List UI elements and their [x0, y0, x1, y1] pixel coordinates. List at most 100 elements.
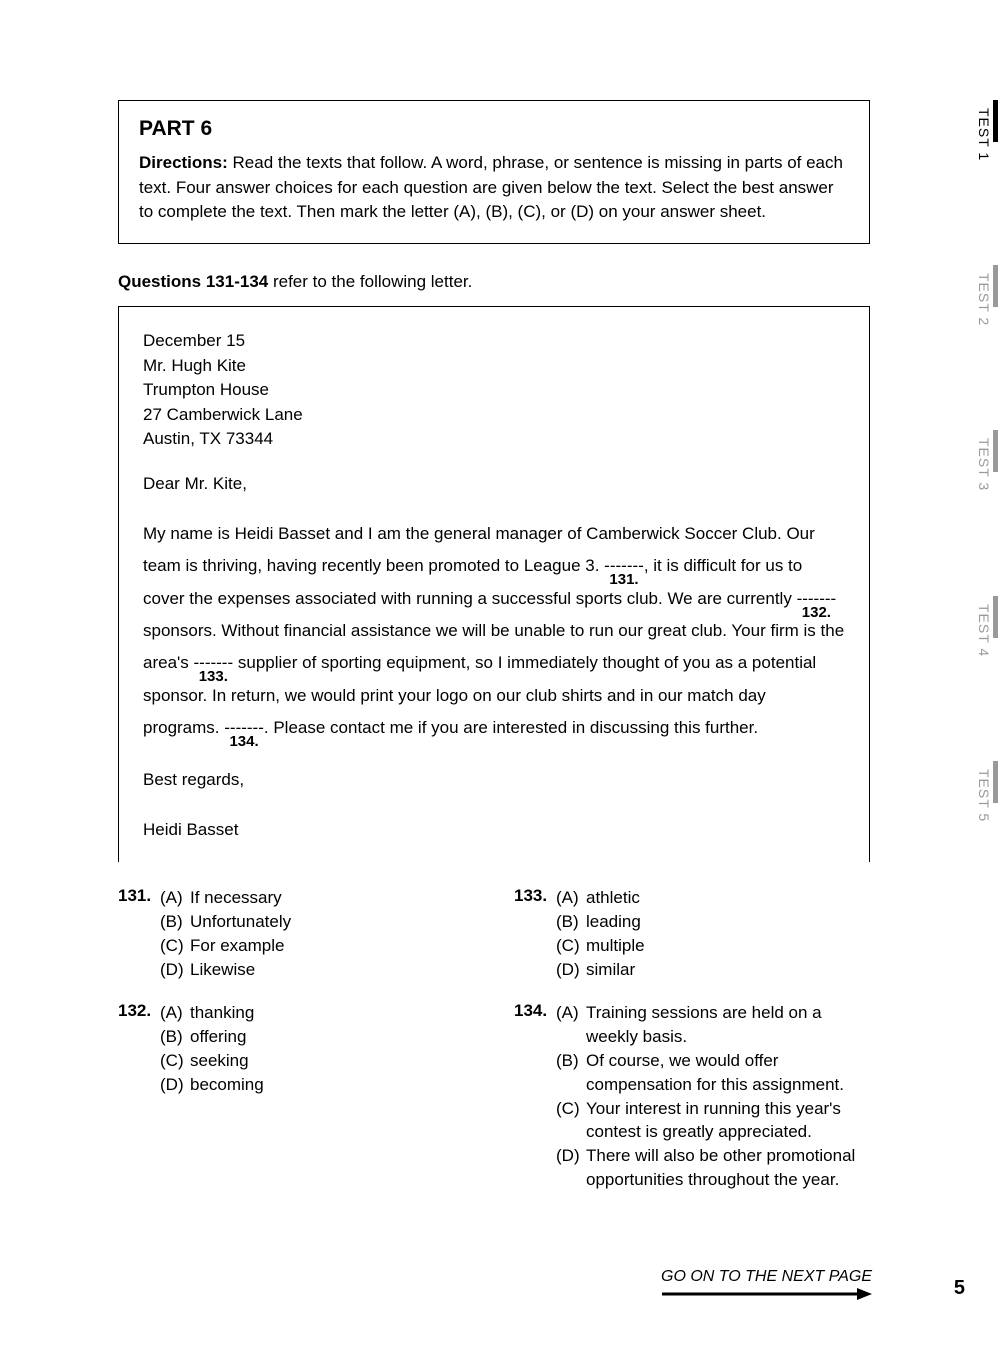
letter-date: December 15 [143, 329, 845, 354]
directions-box: PART 6 Directions: Read the texts that f… [118, 100, 870, 244]
choice-letter: (C) [160, 1049, 190, 1073]
choice-text: Of course, we would offer compensation f… [586, 1049, 870, 1097]
choice-letter: (D) [556, 958, 586, 982]
tab-bar-icon [993, 761, 998, 803]
choice-letter: (C) [160, 934, 190, 958]
q-num-131: 131. [118, 886, 160, 981]
letter-box: December 15 Mr. Hugh Kite Trumpton House… [118, 306, 870, 862]
choice-letter: (A) [160, 886, 190, 910]
tab-bar-icon [993, 596, 998, 638]
tab-test-1[interactable]: TEST 1 [972, 100, 996, 169]
choice-text: multiple [586, 934, 870, 958]
page-number: 5 [954, 1277, 965, 1300]
q-num-133: 133. [514, 886, 556, 981]
letter-house: Trumpton House [143, 378, 845, 403]
q-choices-134: (A)Training sessions are held on a weekl… [556, 1001, 870, 1191]
page-content: PART 6 Directions: Read the texts that f… [118, 100, 870, 1212]
choice-132-d[interactable]: (D)becoming [160, 1073, 474, 1097]
choice-text: There will also be other promotional opp… [586, 1144, 870, 1192]
tab-test-2[interactable]: TEST 2 [972, 265, 996, 334]
letter-body: My name is Heidi Basset and I am the gen… [143, 518, 845, 744]
choice-text: Unfortunately [190, 910, 474, 934]
choice-133-c[interactable]: (C)multiple [556, 934, 870, 958]
choice-131-b[interactable]: (B)Unfortunately [160, 910, 474, 934]
choice-text: Training sessions are held on a weekly b… [586, 1001, 870, 1049]
tab-bar-icon [993, 430, 998, 472]
blank-131: -------131. [604, 550, 644, 582]
tab-bar-icon [993, 100, 998, 142]
choice-132-a[interactable]: (A)thanking [160, 1001, 474, 1025]
choice-letter: (B) [160, 910, 190, 934]
q-choices-132: (A)thanking (B)offering (C)seeking (D)be… [160, 1001, 474, 1096]
answers-col-right: 133. (A)athletic (B)leading (C)multiple … [514, 886, 870, 1212]
choice-131-c[interactable]: (C)For example [160, 934, 474, 958]
letter-street: 27 Camberwick Lane [143, 403, 845, 428]
choice-text: athletic [586, 886, 870, 910]
questions-range: Questions 131-134 [118, 272, 268, 291]
choice-letter: (C) [556, 1097, 586, 1145]
directions-body: Read the texts that follow. A word, phra… [139, 153, 843, 221]
letter-signature: Heidi Basset [143, 820, 845, 840]
choice-letter: (A) [556, 886, 586, 910]
choice-letter: (D) [160, 958, 190, 982]
letter-city: Austin, TX 73344 [143, 427, 845, 452]
side-tabs: TEST 1 TEST 2 TEST 3 TEST 4 TEST 5 [972, 100, 1000, 926]
choice-134-b[interactable]: (B)Of course, we would offer compensatio… [556, 1049, 870, 1097]
letter-header: December 15 Mr. Hugh Kite Trumpton House… [143, 329, 845, 452]
choice-letter: (C) [556, 934, 586, 958]
q-choices-133: (A)athletic (B)leading (C)multiple (D)si… [556, 886, 870, 981]
choice-text: offering [190, 1025, 474, 1049]
tab-test-3[interactable]: TEST 3 [972, 430, 996, 499]
blank-134: -------134. [224, 712, 264, 744]
choice-text: similar [586, 958, 870, 982]
blank-num-132: 132. [802, 599, 831, 628]
blank-133: -------133. [194, 647, 234, 679]
q-choices-131: (A)If necessary (B)Unfortunately (C)For … [160, 886, 474, 981]
q-num-134: 134. [514, 1001, 556, 1191]
choice-letter: (A) [556, 1001, 586, 1049]
choice-letter: (B) [556, 910, 586, 934]
choice-letter: (A) [160, 1001, 190, 1025]
choice-132-b[interactable]: (B)offering [160, 1025, 474, 1049]
choice-text: leading [586, 910, 870, 934]
choice-133-b[interactable]: (B)leading [556, 910, 870, 934]
question-131: 131. (A)If necessary (B)Unfortunately (C… [118, 886, 474, 981]
tab-label: TEST 2 [976, 273, 992, 326]
choice-134-d[interactable]: (D)There will also be other promotional … [556, 1144, 870, 1192]
blank-num-133: 133. [199, 663, 228, 692]
directions-text: Directions: Read the texts that follow. … [139, 151, 849, 225]
question-132: 132. (A)thanking (B)offering (C)seeking … [118, 1001, 474, 1096]
questions-ref-rest: refer to the following letter. [268, 272, 472, 291]
question-133: 133. (A)athletic (B)leading (C)multiple … [514, 886, 870, 981]
go-on-text: GO ON TO THE NEXT PAGE [572, 1268, 872, 1286]
directions-label: Directions: [139, 153, 228, 172]
choice-133-a[interactable]: (A)athletic [556, 886, 870, 910]
choice-text: For example [190, 934, 474, 958]
choice-131-a[interactable]: (A)If necessary [160, 886, 474, 910]
choice-text: Your interest in running this year's con… [586, 1097, 870, 1145]
choice-text: seeking [190, 1049, 474, 1073]
answers-col-left: 131. (A)If necessary (B)Unfortunately (C… [118, 886, 474, 1212]
choice-text: thanking [190, 1001, 474, 1025]
choice-132-c[interactable]: (C)seeking [160, 1049, 474, 1073]
letter-body-5: . Please contact me if you are intereste… [264, 718, 758, 737]
tab-test-5[interactable]: TEST 5 [972, 761, 996, 830]
choice-letter: (B) [160, 1025, 190, 1049]
part-title: PART 6 [139, 117, 849, 141]
choice-letter: (B) [556, 1049, 586, 1097]
tab-label: TEST 1 [976, 108, 992, 161]
choice-134-c[interactable]: (C)Your interest in running this year's … [556, 1097, 870, 1145]
letter-salutation: Dear Mr. Kite, [143, 474, 845, 494]
question-134: 134. (A)Training sessions are held on a … [514, 1001, 870, 1191]
blank-132: -------132. [797, 583, 837, 615]
blank-num-131: 131. [609, 566, 638, 595]
choice-133-d[interactable]: (D)similar [556, 958, 870, 982]
blank-num-134: 134. [229, 728, 258, 757]
tab-test-4[interactable]: TEST 4 [972, 596, 996, 665]
choice-text: becoming [190, 1073, 474, 1097]
questions-reference: Questions 131-134 refer to the following… [118, 272, 870, 292]
choice-134-a[interactable]: (A)Training sessions are held on a weekl… [556, 1001, 870, 1049]
arrow-right-icon [662, 1288, 872, 1300]
choice-131-d[interactable]: (D)Likewise [160, 958, 474, 982]
choice-letter: (D) [556, 1144, 586, 1192]
